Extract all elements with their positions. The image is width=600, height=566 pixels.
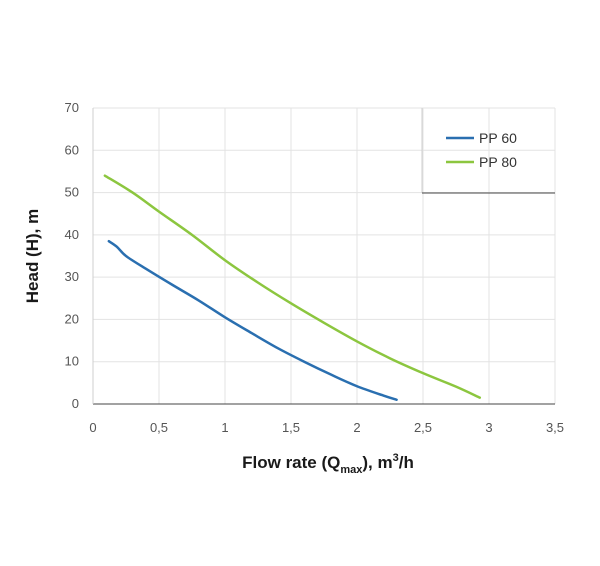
y-tick-label: 30: [65, 269, 79, 284]
y-tick-label: 40: [65, 227, 79, 242]
x-axis-title-main: Flow rate (Q: [242, 453, 340, 472]
x-tick-label: 2,5: [414, 420, 432, 435]
x-tick-label: 2: [353, 420, 360, 435]
legend-label-pp60: PP 60: [479, 130, 517, 146]
x-tick-label: 3,5: [546, 420, 564, 435]
x-axis-title-sup: 3: [393, 452, 399, 464]
x-axis-title-end: /h: [399, 453, 414, 472]
x-tick-label: 0,5: [150, 420, 168, 435]
x-tick-label: 1,5: [282, 420, 300, 435]
x-axis-title-tail: ), m: [362, 453, 392, 472]
y-tick-label: 70: [65, 100, 79, 115]
x-tick-label: 0: [89, 420, 96, 435]
legend-label-pp80: PP 80: [479, 154, 517, 170]
series-line-pp80: [103, 174, 482, 399]
y-tick-label: 50: [65, 185, 79, 200]
x-tick-label: 3: [485, 420, 492, 435]
y-tick-label: 10: [65, 354, 79, 369]
x-tick-label: 1: [221, 420, 228, 435]
y-tick-label: 0: [72, 396, 79, 411]
y-tick-label: 20: [65, 311, 79, 326]
series-line-pp60: [107, 239, 398, 402]
series-layer: [103, 174, 482, 402]
y-axis-title: Head (H), m: [23, 209, 42, 303]
y-tick-label: 60: [65, 142, 79, 157]
grid-layer: [93, 107, 556, 404]
x-axis-title-sub: max: [340, 464, 363, 476]
x-axis-title: Flow rate (Qmax), m3/h: [242, 452, 414, 476]
axis-layer: 0 10 20 30 40 50 60 70 0 0,5 1 1,5 2 2,5 3 3,5: [65, 100, 565, 435]
legend: PP 60 PP 80: [421, 108, 555, 194]
